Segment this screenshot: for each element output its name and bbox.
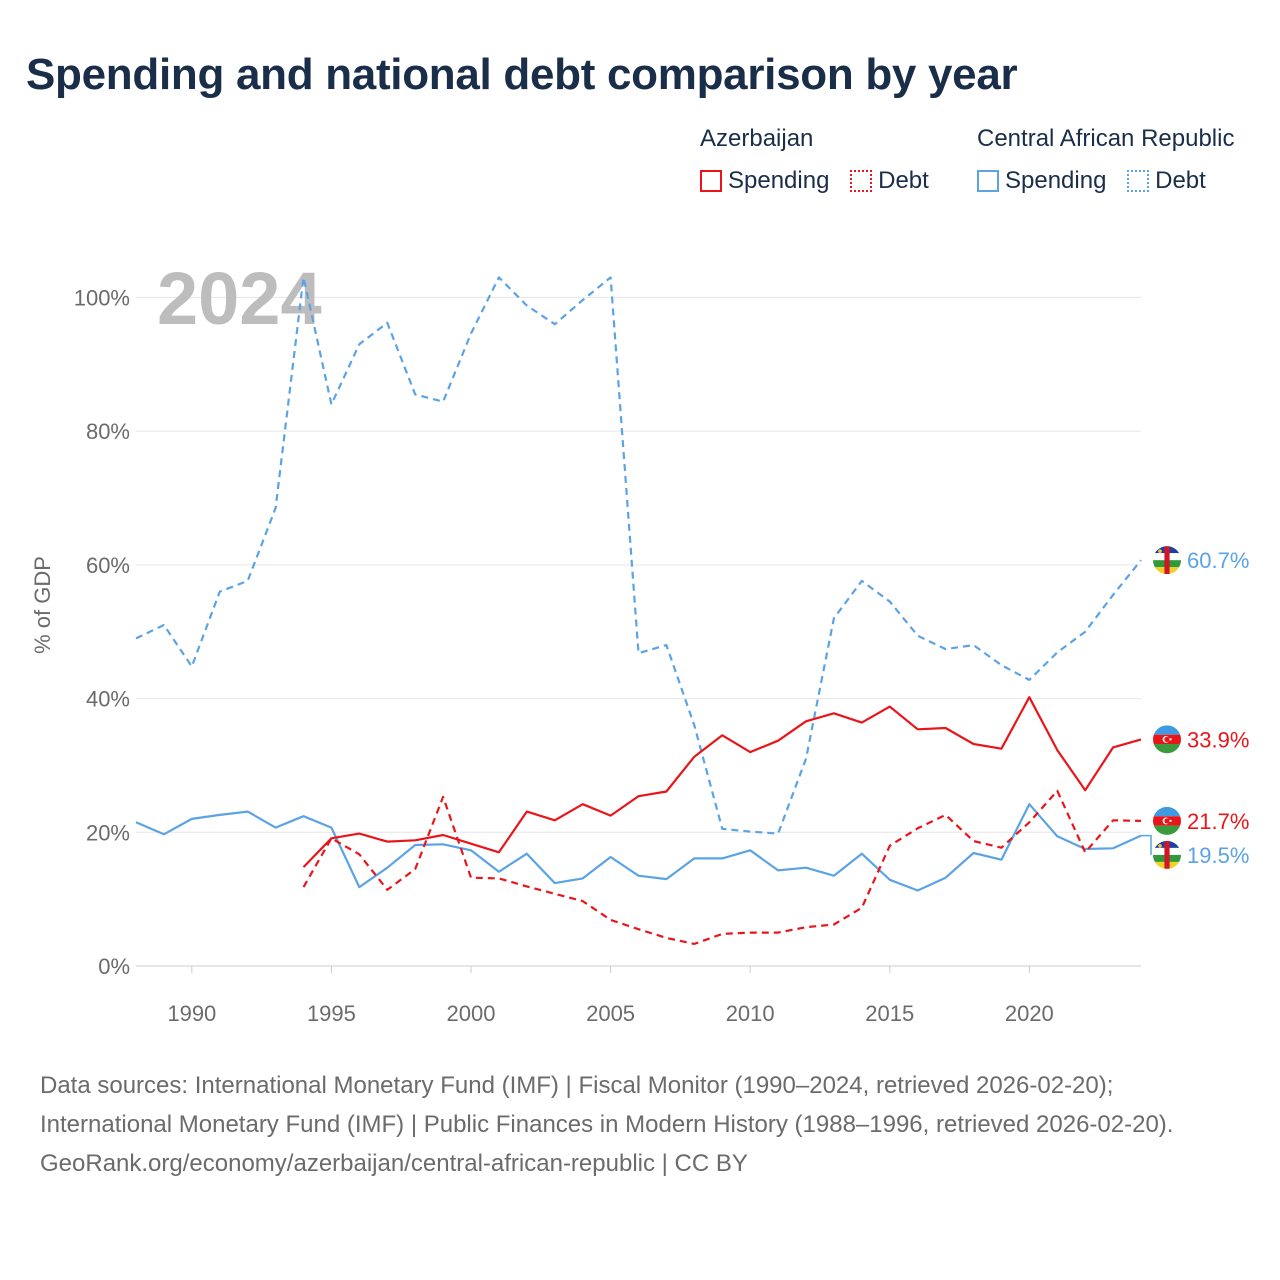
y-tick-label: 0%: [98, 954, 130, 979]
azerbaijan-flag-icon: [1153, 725, 1181, 754]
x-axis: 1990 1995 2000 2005 2010 2015 2020: [167, 966, 1054, 1026]
year-watermark: 2024: [157, 257, 322, 340]
y-tick-label: 100%: [74, 285, 130, 310]
legend-swatch-dotted: [1127, 170, 1150, 192]
y-tick-label: 40%: [86, 687, 130, 712]
end-label-group: 21.7%: [1153, 806, 1249, 835]
y-tick-label: 60%: [86, 553, 130, 578]
x-tick-label: 1990: [167, 1001, 216, 1026]
legend-azerbaijan-debt[interactable]: Debt: [850, 166, 929, 196]
end-value-label: 19.5%: [1187, 843, 1249, 868]
x-tick-label: 2005: [586, 1001, 635, 1026]
x-tick-label: 1995: [307, 1001, 356, 1026]
legend-azerbaijan-spending[interactable]: Spending: [700, 166, 829, 196]
data-sources: Data sources: International Monetary Fun…: [40, 1066, 1240, 1183]
y-tick-label: 80%: [86, 419, 130, 444]
legend-country-azerbaijan: Azerbaijan: [700, 125, 814, 152]
x-tick-label: 2015: [865, 1001, 914, 1026]
y-axis: 0% 20% 40% 60% 80% 100%: [74, 285, 130, 979]
gridlines: [136, 296, 1141, 967]
legend-label: Debt: [878, 167, 929, 194]
end-labels: 60.7% 33.9% 21.7% 19.5%: [1141, 546, 1249, 869]
end-value-label: 21.7%: [1187, 809, 1249, 834]
end-value-label: 60.7%: [1187, 548, 1249, 573]
series-line-central-african-republic-debt[interactable]: [135, 276, 1142, 835]
x-tick-label: 2010: [726, 1001, 775, 1026]
series-line-central-african-republic-spending[interactable]: [135, 803, 1142, 892]
legend-car-spending[interactable]: Spending: [977, 166, 1106, 196]
legend-central-african-republic: Central African Republic Spending Debt: [977, 124, 1234, 196]
legend-country-central-african-republic: Central African Republic: [977, 125, 1235, 152]
legend-swatch-solid: [700, 170, 722, 192]
central-african-republic-flag-icon: [1153, 546, 1181, 575]
legend-car-debt[interactable]: Debt: [1127, 166, 1206, 196]
x-tick-label: 2020: [1005, 1001, 1054, 1026]
end-label-group: 19.5%: [1141, 834, 1249, 869]
label-leader: [1141, 834, 1152, 855]
end-value-label: 33.9%: [1187, 727, 1249, 752]
end-label-group: 60.7%: [1153, 546, 1249, 575]
sources-text: Data sources: International Monetary Fun…: [40, 1072, 1174, 1138]
legend-label: Spending: [728, 167, 830, 194]
central-african-republic-flag-icon: [1153, 840, 1181, 869]
legend-azerbaijan: Azerbaijan Spending Debt: [700, 124, 943, 196]
series-line-azerbaijan-spending[interactable]: [302, 696, 1142, 868]
legend-label: Spending: [1005, 167, 1107, 194]
legend-label: Debt: [1155, 167, 1206, 194]
legend-swatch-solid: [977, 170, 999, 192]
x-tick-label: 2000: [447, 1001, 496, 1026]
series-line-azerbaijan-debt[interactable]: [302, 789, 1142, 945]
azerbaijan-flag-icon: [1153, 806, 1181, 835]
y-tick-label: 20%: [86, 820, 130, 845]
end-label-group: 33.9%: [1153, 725, 1249, 754]
series-lines: [135, 276, 1142, 945]
attribution-link[interactable]: GeoRank.org/economy/azerbaijan/central-a…: [40, 1150, 748, 1177]
chart-title: Spending and national debt comparison by…: [26, 50, 1018, 99]
legend-swatch-dotted: [850, 170, 873, 192]
y-axis-label: % of GDP: [30, 556, 55, 654]
